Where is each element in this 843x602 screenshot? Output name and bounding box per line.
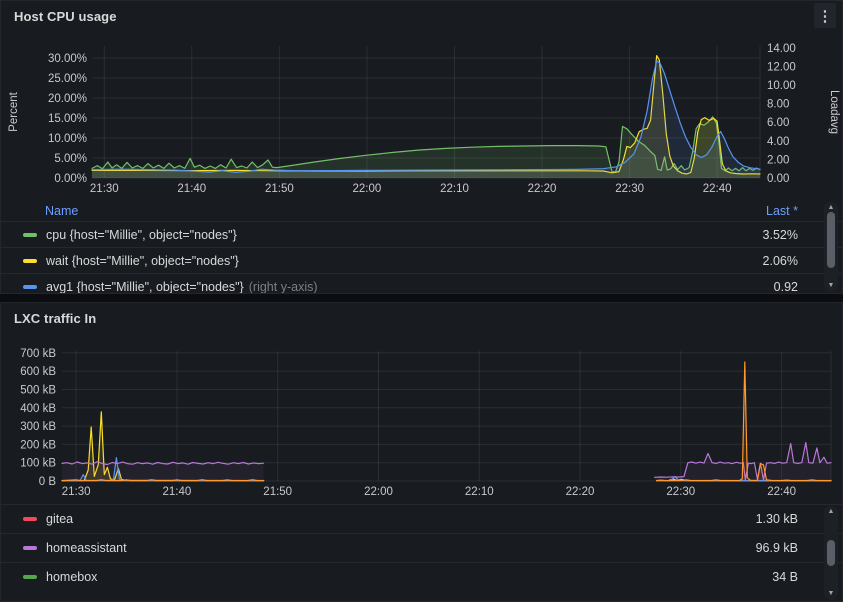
series-last-value: 3.52% [762,227,798,242]
panel-lxc-traffic-in: LXC traffic In 700 kB 600 kB 500 kB 400 kB 3… [0,302,843,602]
legend-row-avg1[interactable]: avg1 {host="Millie", object="nodes"} (ri… [1,273,842,294]
svg-text:22:00: 22:00 [353,183,382,195]
svg-text:10.00%: 10.00% [48,133,87,145]
legend-column-name[interactable]: Name [45,203,79,218]
series-last-value: 96.9 kB [755,541,798,555]
legend-scrollbar[interactable]: ▲ ▼ [824,506,838,600]
legend-column-last[interactable]: Last * [766,203,798,218]
svg-text:21:50: 21:50 [263,486,292,498]
svg-text:21:30: 21:30 [62,486,91,498]
series-name[interactable]: homeassistant [46,541,127,555]
svg-text:0.00: 0.00 [767,173,789,185]
svg-text:Percent: Percent [8,91,20,131]
svg-text:10.00: 10.00 [767,80,796,92]
legend-row-homeassistant[interactable]: homeassistant 96.9 kB [1,533,842,562]
series-name[interactable]: cpu {host="Millie", object="nodes"} [46,227,237,242]
series-last-value: 2.06% [762,253,798,268]
series-color-marker [23,232,37,237]
svg-text:12.00: 12.00 [767,62,796,74]
svg-text:25.00%: 25.00% [48,73,87,85]
scroll-down-icon[interactable]: ▼ [827,590,835,597]
legend-row-wait[interactable]: wait {host="Millie", object="nodes"} 2.0… [1,247,842,273]
panel-host-cpu-usage: Host CPU usage ⋮ 30.00% 25.00% 20.00% 15.00… [0,0,843,294]
svg-text:30.00%: 30.00% [48,53,87,65]
panel-header: LXC traffic In [1,303,842,331]
svg-text:22:30: 22:30 [666,486,695,498]
legend-header-row: Name Last * [1,200,842,221]
legend-scrollbar[interactable]: ▲ ▼ [824,202,838,292]
svg-text:500 kB: 500 kB [20,385,56,397]
svg-text:100 kB: 100 kB [20,458,56,470]
svg-text:6.00: 6.00 [767,117,789,129]
svg-text:22:10: 22:10 [440,183,469,195]
panel-header: Host CPU usage ⋮ [1,1,842,29]
svg-text:22:20: 22:20 [566,486,595,498]
svg-text:4.00: 4.00 [767,136,789,148]
scrollbar-thumb[interactable] [827,540,835,566]
legend-row-gitea[interactable]: gitea 1.30 kB [1,504,842,533]
svg-text:21:50: 21:50 [265,183,294,195]
svg-text:8.00: 8.00 [767,99,789,111]
scroll-down-icon[interactable]: ▼ [827,282,835,289]
series-name[interactable]: homebox [46,570,98,584]
series-color-marker [23,258,37,263]
svg-text:14.00: 14.00 [767,43,796,55]
series-last-value: 1.30 kB [755,512,798,526]
svg-text:15.00%: 15.00% [48,113,87,125]
series-name[interactable]: avg1 {host="Millie", object="nodes"} [46,279,244,294]
svg-text:22:20: 22:20 [528,183,557,195]
legend-row-cpu[interactable]: cpu {host="Millie", object="nodes"} 3.52… [1,221,842,247]
panel-menu-button[interactable]: ⋮ [814,3,836,28]
lxc-traffic-in-chart[interactable]: 700 kB 600 kB 500 kB 400 kB 300 kB 200 kB 100 … [1,303,842,503]
svg-text:2.00: 2.00 [767,154,789,166]
svg-text:20.00%: 20.00% [48,93,87,105]
svg-text:Loadavg: Loadavg [828,90,840,134]
scroll-up-icon[interactable]: ▲ [827,508,835,515]
scroll-up-icon[interactable]: ▲ [827,204,835,211]
svg-text:21:30: 21:30 [90,183,119,195]
svg-text:0.00%: 0.00% [54,173,87,185]
series-name[interactable]: wait {host="Millie", object="nodes"} [46,253,239,268]
svg-text:21:40: 21:40 [163,486,192,498]
series-color-marker [23,284,37,289]
svg-text:22:40: 22:40 [703,183,732,195]
panel-title[interactable]: LXC traffic In [14,311,97,326]
kebab-menu-icon: ⋮ [817,7,833,25]
right-y-axis-note: (right y-axis) [248,279,318,294]
series-last-value: 0.92 [773,279,798,294]
svg-text:22:40: 22:40 [767,486,796,498]
series-last-value: 34 B [772,570,798,584]
svg-text:0 B: 0 B [39,476,57,488]
svg-text:700 kB: 700 kB [20,348,56,360]
scrollbar-thumb[interactable] [827,212,835,268]
legend-table: gitea 1.30 kB homeassistant 96.9 kB home… [1,504,842,600]
panel-title[interactable]: Host CPU usage [14,9,117,24]
series-color-marker [23,546,37,550]
svg-text:600 kB: 600 kB [20,366,56,378]
series-name[interactable]: gitea [46,512,74,526]
svg-text:400 kB: 400 kB [20,403,56,415]
svg-text:5.00%: 5.00% [54,153,87,165]
series-color-marker [23,517,37,521]
legend-row-homebox[interactable]: homebox 34 B [1,562,842,591]
svg-text:300 kB: 300 kB [20,421,56,433]
svg-text:200 kB: 200 kB [20,439,56,451]
legend-table: Name Last * cpu {host="Millie", object="… [1,200,842,294]
series-color-marker [23,575,37,579]
svg-text:22:10: 22:10 [465,486,494,498]
svg-text:22:30: 22:30 [615,183,644,195]
host-cpu-usage-chart[interactable]: 30.00% 25.00% 20.00% 15.00% 10.00% 5.00% 0.00%… [1,1,842,199]
svg-text:21:40: 21:40 [177,183,206,195]
svg-text:22:00: 22:00 [364,486,393,498]
